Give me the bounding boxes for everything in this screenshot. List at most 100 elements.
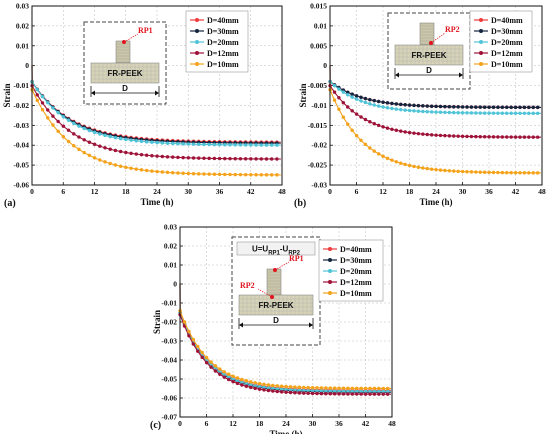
- data-point-D=12mm: [363, 392, 368, 396]
- legend-entry: D=12mm: [207, 49, 239, 58]
- x-axis-label: Time (h): [269, 429, 302, 434]
- data-point-D=20mm: [254, 143, 258, 147]
- data-point-D=12mm: [527, 135, 531, 139]
- legend-entry: D=20mm: [491, 38, 523, 47]
- data-point-D=12mm: [269, 157, 274, 161]
- data-point-D=10mm: [505, 170, 509, 175]
- data-point-D=20mm: [144, 140, 149, 144]
- y-tick-label: -0.025: [308, 161, 328, 170]
- data-point-D=30mm: [403, 103, 407, 107]
- data-point-D=30mm: [434, 104, 438, 109]
- data-point-D=10mm: [165, 170, 170, 175]
- data-point-D=12mm: [478, 134, 483, 139]
- data-point-D=12mm: [346, 392, 350, 396]
- data-point-D=12mm: [66, 128, 71, 133]
- y-tick-label: 0.005: [310, 41, 327, 50]
- data-point-D=12mm: [139, 152, 144, 157]
- data-point-D=12mm: [266, 388, 271, 393]
- x-tick-label: 30: [309, 419, 317, 428]
- data-point-D=10mm: [218, 367, 222, 371]
- data-point-D=20mm: [77, 124, 81, 128]
- legend-entry: D=10mm: [207, 60, 239, 69]
- y-tick-label: 0.015: [310, 2, 327, 11]
- y-tick-label: -0.06: [161, 394, 177, 403]
- data-point-D=10mm: [259, 173, 264, 177]
- data-point-D=20mm: [35, 87, 40, 92]
- data-point-D=10mm: [337, 107, 341, 112]
- data-point-D=10mm: [243, 172, 248, 177]
- legend-swatch-marker: [195, 62, 199, 66]
- data-point-D=12mm: [187, 333, 191, 338]
- data-point-D=10mm: [491, 170, 496, 175]
- data-point-D=12mm: [487, 135, 491, 139]
- dimension-label: D: [426, 66, 432, 75]
- data-point-D=10mm: [403, 162, 407, 167]
- data-point-D=12mm: [531, 135, 536, 139]
- data-point-D=10mm: [113, 163, 118, 167]
- data-point-D=12mm: [134, 152, 139, 156]
- data-point-D=10mm: [187, 329, 191, 334]
- y-tick-label: 0.01: [164, 261, 177, 270]
- data-point-D=12mm: [421, 132, 425, 136]
- data-point-D=20mm: [217, 142, 222, 147]
- data-point-D=20mm: [45, 100, 50, 105]
- x-tick-label: 6: [355, 187, 359, 196]
- legend-swatch-marker: [195, 51, 199, 55]
- data-point-D=10mm: [254, 173, 258, 177]
- x-tick-label: 24: [153, 187, 161, 196]
- data-point-D=30mm: [354, 94, 359, 98]
- data-point-D=12mm: [150, 153, 154, 158]
- data-point-D=12mm: [108, 147, 112, 151]
- data-point-D=10mm: [368, 146, 372, 150]
- data-point-D=12mm: [350, 392, 355, 396]
- data-point-D=12mm: [302, 391, 306, 395]
- data-point-D=20mm: [421, 109, 425, 114]
- legend-swatch-marker: [328, 258, 332, 262]
- rp1-label: RP1: [138, 26, 153, 35]
- data-point-D=20mm: [443, 110, 447, 115]
- data-point-D=12mm: [218, 372, 222, 377]
- data-point-D=12mm: [390, 127, 394, 132]
- x-tick-label: 42: [362, 419, 370, 428]
- data-point-D=12mm: [372, 121, 377, 126]
- data-point-D=20mm: [359, 99, 363, 103]
- data-point-D=20mm: [92, 130, 97, 135]
- data-point-D=10mm: [531, 171, 536, 175]
- data-point-D=10mm: [350, 386, 355, 391]
- data-point-D=20mm: [170, 141, 175, 146]
- data-point-D=10mm: [469, 170, 474, 174]
- data-point-D=10mm: [346, 386, 350, 391]
- legend-swatch-marker: [195, 40, 199, 44]
- rp2-leader: [257, 288, 273, 298]
- data-point-D=12mm: [381, 125, 385, 129]
- data-point-D=12mm: [372, 392, 377, 396]
- data-point-D=20mm: [452, 110, 456, 115]
- dimension-arrowhead: [309, 322, 313, 328]
- data-point-D=10mm: [118, 164, 123, 168]
- data-point-D=10mm: [385, 156, 390, 161]
- data-point-D=30mm: [474, 105, 478, 109]
- data-point-D=10mm: [82, 150, 86, 155]
- y-tick-label: -0.03: [311, 181, 327, 190]
- data-point-D=20mm: [491, 111, 496, 115]
- chart-panel-a: 0 6 12 18 24 30 36 42 48 0.03 0.02 0.01 0 -0.01 -0.02 -…: [2, 2, 286, 210]
- data-point-D=12mm: [98, 144, 102, 148]
- x-tick-label: 48: [538, 187, 546, 196]
- data-point-D=10mm: [509, 170, 513, 175]
- rp1-leader: [274, 261, 290, 271]
- data-point-D=30mm: [522, 105, 527, 110]
- data-point-D=12mm: [51, 114, 55, 118]
- data-point-D=20mm: [118, 136, 123, 141]
- data-point-D=12mm: [513, 135, 518, 139]
- data-point-D=10mm: [264, 173, 269, 177]
- x-tick-label: 18: [406, 187, 414, 196]
- data-point-D=10mm: [438, 168, 443, 172]
- x-tick-label: 12: [379, 187, 387, 196]
- data-point-D=12mm: [191, 342, 196, 346]
- y-tick-label: -0.04: [13, 141, 29, 150]
- data-point-D=20mm: [212, 142, 217, 147]
- data-point-D=10mm: [51, 123, 55, 127]
- data-point-D=12mm: [176, 155, 180, 160]
- data-point-D=20mm: [381, 105, 385, 109]
